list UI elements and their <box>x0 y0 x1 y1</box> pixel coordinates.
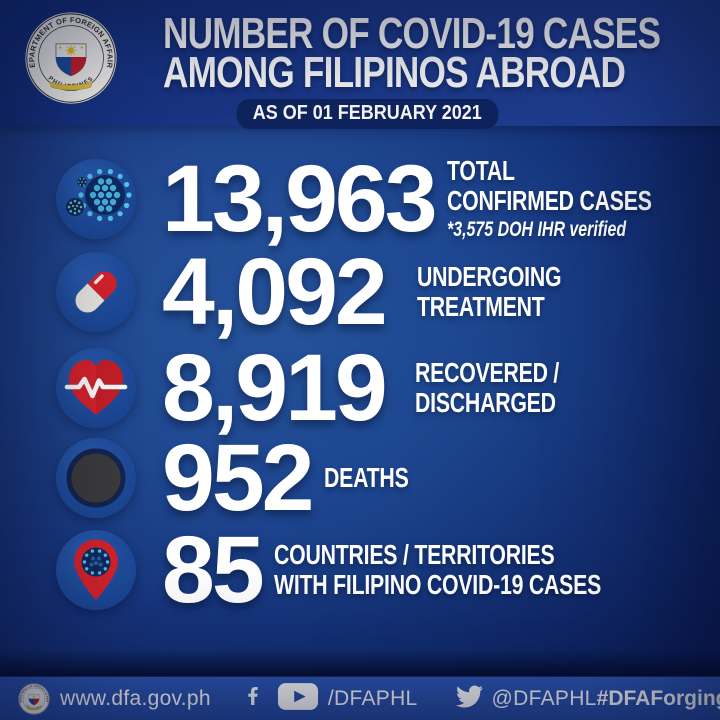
stat-label-line: RECOVERED / <box>414 356 559 388</box>
virus-icon <box>56 158 136 239</box>
stat-label: RECOVERED / DISCHARGED <box>414 356 559 418</box>
stat-label: TOTAL CONFIRMED CASES *3,575 DOH IHR ver… <box>446 155 652 242</box>
stat-label-line: CONFIRMED CASES <box>446 185 652 217</box>
dfa-seal-icon-small <box>16 679 50 715</box>
stat-label-line: TOTAL <box>446 155 515 186</box>
heart-pulse-icon <box>56 348 136 428</box>
stat-row-countries-territories: 85 COUNTRIES / TERRITORIES WITH FILIPINO… <box>56 517 704 623</box>
dfa-seal-icon <box>20 3 118 105</box>
twitter-icon <box>455 683 483 715</box>
header: NUMBER OF COVID-19 CASES AMONG FILIPINOS… <box>0 0 720 130</box>
hashtag-label: #DFAForgingAhead <box>596 686 720 710</box>
map-pin-virus-icon <box>56 530 136 610</box>
stat-label-line: COUNTRIES / TERRITORIES <box>273 538 555 570</box>
stat-row-undergoing-treatment: 4,092 UNDERGOING TREATMENT <box>56 239 607 345</box>
stat-value: 13,963 <box>162 145 438 252</box>
stat-label-line: DISCHARGED <box>414 387 556 418</box>
stat-row-recovered-discharged: 8,919 RECOVERED / DISCHARGED <box>56 335 604 441</box>
twitter-handle: @DFAPHL <box>491 686 597 710</box>
page-title-line2: AMONG FILIPINOS ABROAD <box>163 47 626 97</box>
footer-bar: www.dfa.gov.ph /DFAPHL @DFAPHL #DFAForgi… <box>0 676 720 720</box>
stat-row-deaths: 952 DEATHS <box>56 425 435 531</box>
facebook-youtube-handle: /DFAPHL <box>327 686 418 710</box>
stat-label-line: TREATMENT <box>416 291 545 322</box>
stat-label-line: UNDERGOING <box>416 260 562 292</box>
as-of-date-badge: AS OF 01 FEBRUARY 2021 <box>236 99 498 130</box>
stat-label: DEATHS <box>323 461 409 493</box>
stat-label-line: WITH FILIPINO COVID-19 CASES <box>273 569 601 600</box>
title-block: NUMBER OF COVID-19 CASES AMONG FILIPINOS… <box>112 12 661 130</box>
stat-value: 8,919 <box>162 335 388 441</box>
facebook-icon <box>241 684 265 713</box>
stat-value: 85 <box>162 517 265 623</box>
footer-shadow-band <box>0 650 720 676</box>
website-url: www.dfa.gov.ph <box>60 686 211 710</box>
stat-value: 4,092 <box>162 239 388 345</box>
black-circle-icon <box>56 438 136 518</box>
stat-label-line: DEATHS <box>323 461 409 493</box>
stat-value: 952 <box>162 425 315 531</box>
stat-label: COUNTRIES / TERRITORIES WITH FILIPINO CO… <box>273 538 601 600</box>
stat-label: UNDERGOING TREATMENT <box>416 260 562 322</box>
stat-note: *3,575 DOH IHR verified <box>446 218 626 242</box>
stat-row-total-confirmed: 13,963 TOTAL CONFIRMED CASES *3,575 DOH … <box>56 145 716 252</box>
pill-icon <box>56 252 136 332</box>
youtube-icon <box>277 682 319 716</box>
